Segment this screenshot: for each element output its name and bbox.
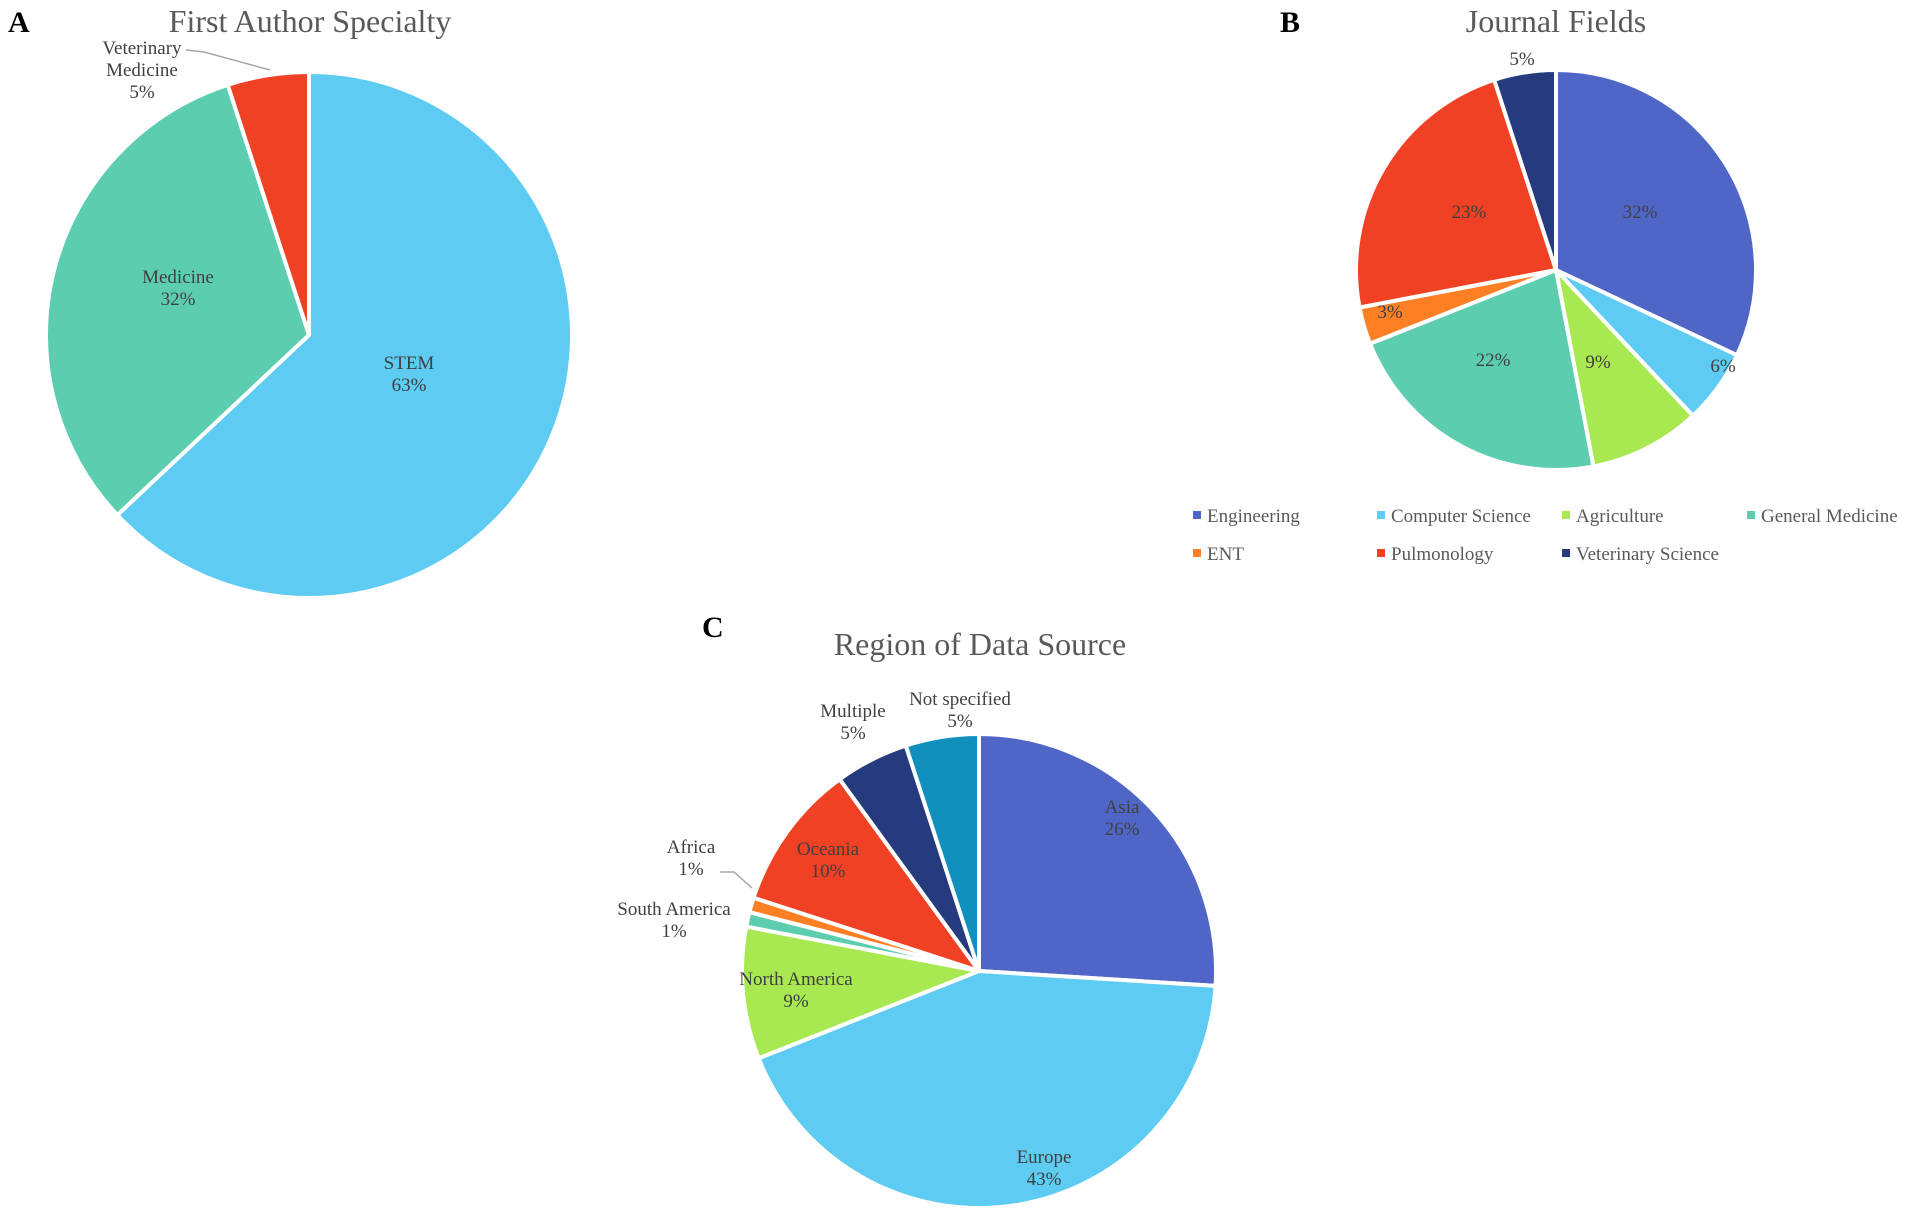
legend-swatch-veterinary-science (1562, 549, 1570, 557)
slice-label-veterinary-medicine: Veterinary Medicine 5% (102, 38, 182, 103)
legend-swatch-computer-science (1377, 511, 1385, 519)
leader-line-veterinary-medicine (185, 49, 271, 71)
panel-a: A First Author Specialty STEM 63% Medicine… (8, 3, 574, 600)
legend-item-engineering: Engineering (1193, 506, 1300, 527)
legend-swatch-ent (1193, 549, 1201, 557)
legend-label-ent: ENT (1207, 544, 1244, 565)
slice-label-computer-science: 6% (1710, 356, 1736, 377)
legend-swatch-engineering (1193, 511, 1201, 519)
pie-b-slices (1354, 68, 1758, 472)
panel-b: B Journal Fields 32% 6% 9% 22% 3% 23% 5% Engin… (1193, 3, 1898, 565)
slice-label-general-medicine: 22% (1476, 350, 1511, 371)
panel-letter-c: C (702, 611, 724, 644)
legend-item-veterinary-science: Veterinary Science (1562, 544, 1719, 565)
pie-a-slices (44, 70, 574, 600)
slice-europe (756, 969, 1218, 1210)
slice-veterinary-science (1492, 68, 1558, 272)
chart-title-a: First Author Specialty (169, 3, 452, 39)
pie-b-labels: 32% 6% 9% 22% 3% 23% 5% (1377, 49, 1736, 377)
slice-not-specified (903, 732, 981, 973)
slice-oceania (751, 777, 981, 973)
slice-label-ent: 3% (1377, 302, 1403, 323)
slice-label-stem: STEM 63% (384, 353, 435, 396)
slice-asia (977, 732, 1218, 988)
slice-label-agriculture: 9% (1585, 352, 1611, 373)
slice-label-medicine: Medicine 32% (142, 267, 214, 310)
slice-north-america (740, 924, 981, 1061)
slice-label-europe: Europe 43% (1017, 1147, 1072, 1190)
slice-label-pulmonology: 23% (1452, 202, 1487, 223)
leader-line-africa (720, 871, 753, 889)
slice-label-africa: Africa 1% (667, 837, 716, 880)
legend-item-ent: ENT (1193, 544, 1244, 565)
legend-swatch-pulmonology (1377, 549, 1385, 557)
slice-pulmonology (1354, 77, 1558, 310)
slice-medicine (44, 82, 311, 518)
legend-label-general-medicine: General Medicine (1761, 506, 1898, 527)
pie-c-labels: Asia 26% Europe 43% North America 9%South Ame… (617, 689, 1140, 1190)
legend-label-computer-science: Computer Science (1391, 506, 1531, 527)
legend-item-general-medicine: General Medicine (1747, 506, 1898, 527)
slice-general-medicine (1368, 268, 1596, 472)
legend-item-agriculture: Agriculture (1562, 506, 1664, 527)
legend-swatch-agriculture (1562, 511, 1570, 519)
legend-label-agriculture: Agriculture (1576, 506, 1664, 527)
slice-label-north-america: North America 9% (739, 969, 853, 1012)
pie-a-labels: STEM 63% Medicine 32% Veterinary Medicine 5% (102, 38, 434, 396)
slice-label-multiple: Multiple 5% (820, 701, 885, 744)
pie-c-slices (740, 732, 1218, 1210)
slice-label-asia: Asia 26% (1105, 797, 1140, 840)
legend-label-engineering: Engineering (1207, 506, 1300, 527)
legend-item-pulmonology: Pulmonology (1377, 544, 1494, 565)
slice-label-not-specified: Not specified 5% (909, 689, 1011, 732)
panel-letter-a: A (8, 6, 30, 39)
slice-veterinary-medicine (225, 70, 311, 337)
slice-label-engineering: 32% (1623, 202, 1658, 223)
legend-label-pulmonology: Pulmonology (1391, 544, 1494, 565)
chart-title-c: Region of Data Source (834, 626, 1126, 662)
legend-label-veterinary-science: Veterinary Science (1576, 544, 1719, 565)
slice-engineering (1554, 68, 1758, 358)
slice-stem (115, 70, 574, 600)
legend-item-computer-science: Computer Science (1377, 506, 1531, 527)
pie-b-legend: Engineering Computer Science Agriculture Ge… (1193, 506, 1898, 565)
panel-c: C Region of Data Source Asia 26% Europe 43%… (617, 611, 1218, 1210)
legend-swatch-general-medicine (1747, 511, 1755, 519)
slice-label-oceania: Oceania 10% (797, 839, 860, 882)
slice-label-south-america: South America 1% (617, 899, 731, 942)
slice-agriculture (1554, 268, 1695, 469)
slice-label-veterinary-science: 5% (1509, 49, 1535, 70)
chart-title-b: Journal Fields (1466, 3, 1646, 39)
panel-letter-b: B (1280, 6, 1300, 39)
